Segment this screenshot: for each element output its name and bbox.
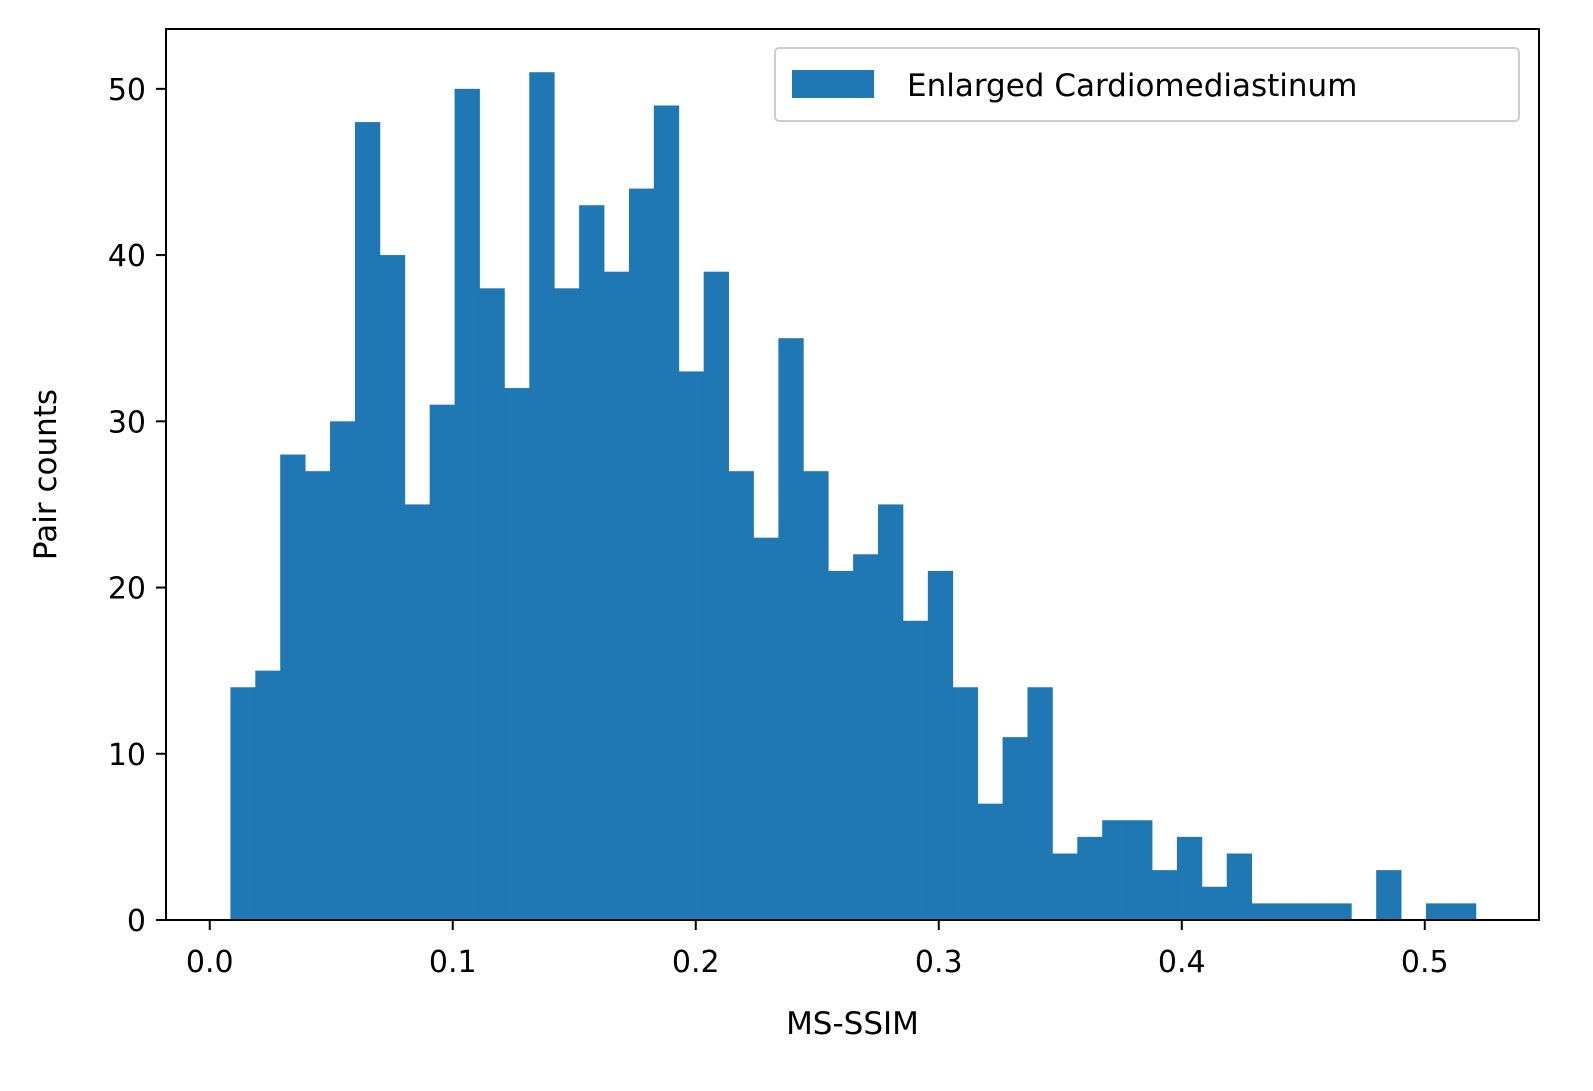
x-tick-label: 0.0 — [186, 945, 234, 980]
y-tick-label: 10 — [108, 738, 146, 773]
y-axis-label: Pair counts — [28, 389, 64, 560]
histogram-bar — [255, 670, 281, 920]
y-tick-label: 0 — [127, 904, 146, 939]
histogram-bar — [778, 338, 804, 920]
histogram-bar — [1450, 903, 1477, 920]
histogram-bar — [902, 620, 929, 920]
histogram-bar — [479, 288, 505, 920]
histogram-bar — [1176, 836, 1203, 920]
x-tick-label: 0.2 — [672, 945, 720, 980]
histogram-bar — [554, 288, 580, 920]
histogram-bar — [878, 504, 904, 920]
x-axis: 0.0 0.1 0.2 0.3 0.4 0.5 — [186, 920, 1449, 980]
x-tick-label: 0.4 — [1158, 945, 1206, 980]
legend-box — [774, 47, 1520, 122]
histogram-bar — [1201, 886, 1228, 920]
legend-entry-label: Enlarged Cardiomediastinum — [907, 68, 1357, 104]
legend-swatch — [792, 70, 874, 98]
histogram-bar — [753, 537, 779, 920]
histogram-bar — [828, 570, 854, 920]
histogram-bar — [1326, 903, 1352, 920]
histogram-bar — [504, 388, 530, 920]
y-tick-label: 20 — [108, 572, 146, 607]
y-axis: 0 10 20 30 40 50 — [108, 73, 166, 939]
histogram-bar — [853, 554, 879, 920]
histogram-bar — [1102, 820, 1128, 920]
histogram-bar — [803, 471, 829, 920]
histogram-bar — [454, 88, 480, 921]
plot-frame — [165, 28, 1540, 921]
histogram-bar — [1002, 737, 1028, 920]
histogram-bar — [1127, 820, 1153, 920]
histogram-bars — [230, 72, 1477, 921]
x-tick-label: 0.3 — [915, 945, 963, 980]
histogram-bar — [579, 205, 605, 920]
x-tick-label: 0.1 — [429, 945, 477, 980]
histogram-bar — [604, 271, 630, 920]
histogram-bar — [1077, 836, 1103, 920]
histogram-bar — [1376, 870, 1402, 920]
histogram-bar — [703, 271, 729, 920]
legend: Enlarged Cardiomediastinum — [774, 47, 1520, 122]
histogram-bar — [379, 255, 406, 920]
histogram-bar — [1426, 903, 1452, 920]
histogram-bar — [354, 122, 381, 921]
histogram-bar — [1226, 853, 1253, 920]
y-tick-label: 50 — [108, 73, 146, 108]
histogram-bar — [952, 687, 979, 920]
histogram-bar — [1251, 903, 1277, 920]
histogram-bar — [1052, 853, 1078, 920]
histogram-bar — [678, 371, 705, 920]
histogram-bar — [305, 471, 331, 920]
histogram-bar — [280, 454, 306, 920]
histogram-bar — [230, 687, 256, 920]
histogram-bar — [404, 504, 431, 920]
histogram-bar — [1027, 687, 1053, 920]
histogram-bar — [429, 404, 455, 920]
histogram-bar — [529, 72, 555, 921]
histogram-bar — [330, 421, 356, 920]
x-axis-label: MS-SSIM — [786, 1006, 919, 1042]
histogram-bar — [628, 188, 655, 920]
histogram-bar — [927, 570, 954, 920]
y-tick-label: 30 — [108, 405, 146, 440]
histogram-bar — [653, 105, 680, 921]
x-tick-label: 0.5 — [1401, 945, 1449, 980]
histogram-bar — [728, 471, 754, 920]
histogram-bar — [1301, 903, 1327, 920]
histogram-bar — [1276, 903, 1302, 920]
histogram-bar — [1152, 870, 1178, 920]
y-tick-label: 40 — [108, 239, 146, 274]
histogram-bar — [977, 803, 1003, 920]
